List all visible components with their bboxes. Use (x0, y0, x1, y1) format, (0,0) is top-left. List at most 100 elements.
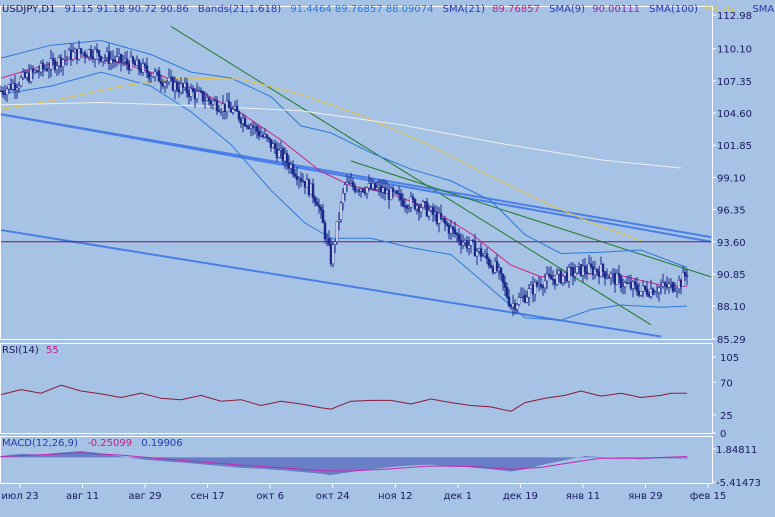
candle-body (527, 288, 531, 298)
candle-body (61, 59, 65, 67)
candle-body (359, 188, 363, 192)
candle-body (167, 77, 171, 83)
header-line: USDJPY,D1 91.15 91.18 90.72 90.86 Bands(… (2, 4, 775, 15)
macd-value-2: 0.19906 (141, 438, 182, 449)
symbol-label: USDJPY,D1 (2, 4, 55, 15)
candle-body (59, 57, 63, 67)
sma100-line (0, 77, 642, 242)
candle-body (133, 62, 137, 66)
candle-body (103, 57, 107, 59)
candle-body (141, 63, 145, 73)
candle-body (139, 68, 143, 73)
candle-body (175, 82, 179, 90)
candle-body (43, 68, 47, 70)
candle-body (121, 61, 125, 63)
candle-body (9, 84, 13, 90)
candle-body (311, 183, 315, 198)
main-price-layer (0, 26, 712, 338)
candle-body (497, 267, 501, 271)
candle-body (425, 201, 429, 217)
candle-body (33, 70, 37, 73)
candle-body (135, 60, 139, 66)
candle-body (269, 138, 273, 148)
candle-body (367, 183, 371, 188)
candle-body (95, 49, 99, 51)
candle-body (403, 205, 407, 208)
candle-body (493, 261, 497, 273)
candle-body (357, 189, 361, 192)
candle-body (317, 205, 321, 208)
candle-body (685, 275, 689, 277)
candle-body (393, 190, 397, 193)
candle-body (283, 153, 287, 162)
candle-body (233, 106, 237, 110)
price-tick-label: 112.98 (717, 11, 752, 22)
candle-body (405, 205, 409, 209)
trendline-downtrend (170, 26, 652, 326)
candle-body (303, 180, 307, 188)
candle-body (589, 263, 593, 267)
candle-body (213, 100, 217, 102)
price-tick-label: 88.10 (717, 302, 746, 313)
candle-body (341, 193, 345, 204)
candle-body (453, 228, 457, 234)
price-tick-label: 110.10 (717, 45, 752, 56)
candle-body (249, 125, 253, 129)
candle-body (519, 295, 523, 298)
candle-body (339, 202, 343, 221)
candle-body (319, 207, 323, 211)
candle-body (679, 279, 683, 287)
candle-body (459, 240, 463, 246)
candle-body (127, 63, 131, 70)
candle-body (83, 52, 87, 57)
candle-body (583, 265, 587, 273)
time-tick-label: авг 11 (66, 491, 99, 502)
macd-layer: 1.84811 -5.41473 (0, 445, 761, 489)
candle-body (211, 100, 215, 105)
time-axis: июл 23 авг 11 авг 29 сен 17 окт 6 окт 24 ноя 1… (1, 484, 726, 502)
price-tick-label: 107.35 (717, 77, 752, 88)
candle-body (597, 271, 601, 277)
candle-body (347, 181, 351, 184)
sma100-value: 93.76... (705, 4, 743, 15)
candle-body (553, 279, 557, 285)
candle-body (675, 288, 679, 291)
candle-body (585, 271, 589, 274)
candle-body (547, 273, 551, 276)
candle-body (595, 268, 599, 273)
price-tick-label: 101.85 (717, 141, 752, 152)
candle-body (677, 279, 681, 290)
candle-body (333, 241, 337, 245)
candle-body (613, 272, 617, 285)
candle-body (5, 88, 9, 95)
candle-body (445, 223, 449, 226)
candle-body (109, 58, 113, 64)
candle-body (3, 93, 7, 95)
time-tick-label: ноя 12 (378, 491, 413, 502)
candle-body (363, 191, 367, 194)
candle-body (603, 271, 607, 279)
candle-body (227, 100, 231, 108)
candle-body (649, 288, 653, 297)
candle-body (397, 193, 401, 195)
candle-body (131, 56, 135, 63)
macd-signal-line (0, 452, 688, 472)
candle-body (321, 210, 325, 224)
candle-body (247, 126, 251, 129)
candle-body (489, 265, 493, 268)
candle-body (479, 248, 483, 257)
candle-body (11, 83, 15, 90)
candle-body (439, 212, 443, 219)
candle-body (567, 267, 571, 282)
candle-body (657, 287, 661, 293)
candle-body (559, 270, 563, 284)
time-tick-label: окт 6 (256, 491, 284, 502)
candle-body (193, 91, 197, 100)
candle-body (101, 58, 105, 62)
candle-body (251, 125, 255, 128)
candle-body (607, 277, 611, 279)
candle-body (143, 63, 147, 67)
candle-body (145, 65, 149, 73)
candle-body (93, 49, 97, 60)
candle-body (423, 201, 427, 204)
